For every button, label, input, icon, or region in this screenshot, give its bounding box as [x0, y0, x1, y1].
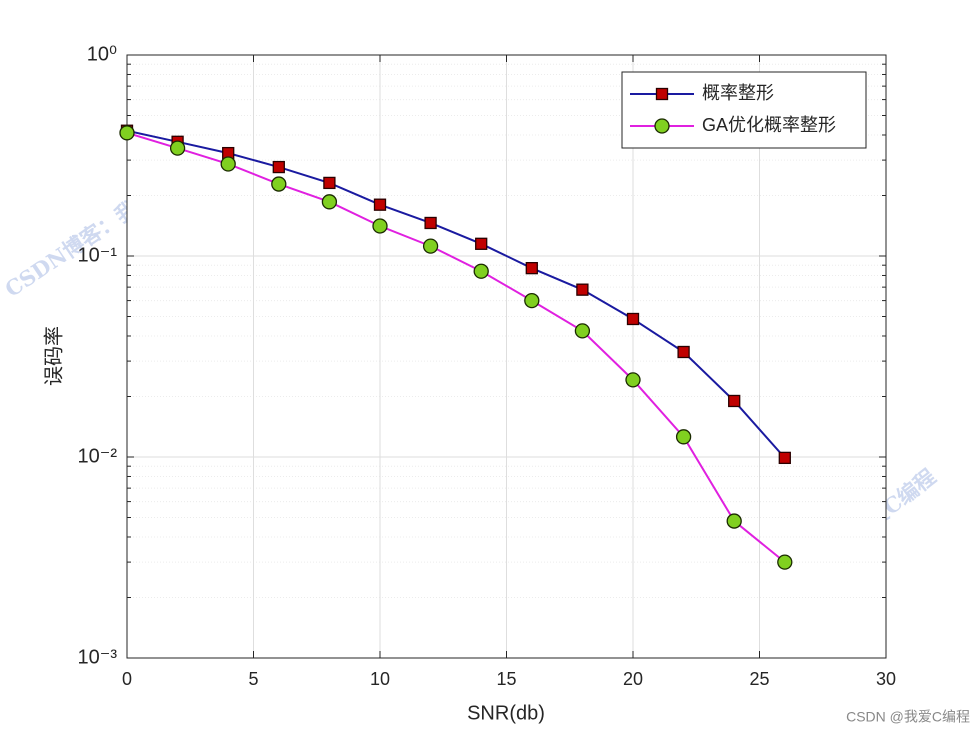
legend-label: 概率整形: [702, 83, 774, 103]
axes-box: [126, 54, 887, 659]
y-tick-label: 10⁻¹: [78, 244, 118, 266]
credit: CSDN @我爱C编程: [846, 709, 970, 725]
marker: [626, 312, 640, 326]
y-tick-label: 10⁻²: [78, 445, 118, 467]
marker: [323, 176, 336, 190]
marker: [726, 513, 742, 529]
marker: [220, 156, 236, 172]
marker: [728, 394, 741, 408]
legend-box: [621, 71, 867, 149]
y-axis-label: 误码率: [42, 326, 65, 386]
marker: [574, 323, 591, 339]
series-line: [126, 129, 786, 459]
marker: [271, 176, 287, 192]
x-tick-label: 0: [122, 669, 132, 689]
x-tick-label: 15: [496, 669, 516, 689]
y-tick-label: 10⁰: [87, 43, 117, 65]
marker: [524, 292, 540, 309]
x-tick-label: 25: [749, 669, 769, 689]
legend-label: GA优化概率整形: [702, 115, 836, 135]
marker: [272, 160, 285, 174]
legend-marker: [654, 118, 670, 134]
marker: [422, 238, 439, 254]
x-tick-label: 20: [623, 669, 643, 689]
marker: [677, 345, 690, 359]
marker: [576, 283, 589, 296]
marker: [169, 140, 186, 156]
marker: [675, 429, 692, 445]
marker: [321, 194, 338, 210]
x-tick-label: 30: [876, 669, 896, 689]
plot-area: [126, 54, 887, 659]
x-tick-label: 5: [248, 669, 258, 689]
legend-marker: [655, 87, 669, 101]
marker: [424, 216, 437, 230]
marker: [372, 218, 388, 234]
marker: [525, 262, 538, 275]
series-line: [126, 131, 786, 563]
marker: [373, 198, 387, 211]
x-tick-label: 10: [370, 669, 390, 689]
marker: [475, 237, 488, 250]
x-axis-label: SNR(db): [467, 702, 545, 724]
marker: [778, 451, 791, 465]
y-tick-label: 10⁻³: [78, 646, 118, 668]
marker: [119, 125, 135, 141]
marker: [777, 554, 793, 570]
marker: [473, 263, 489, 279]
marker: [625, 372, 641, 388]
